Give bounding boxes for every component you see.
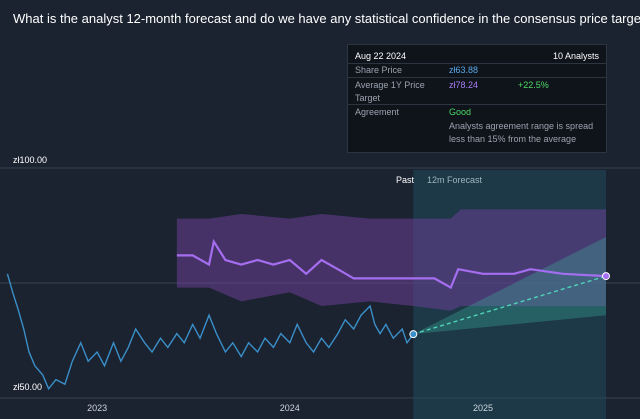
past-label: Past	[396, 175, 415, 185]
y-tick-label-top: zł100.00	[13, 155, 48, 165]
tooltip-divider	[348, 104, 606, 105]
page-question: What is the analyst 12-month forecast an…	[13, 11, 640, 26]
tooltip-date: Aug 22 2024	[355, 51, 407, 61]
share-price-label: Share Price	[355, 65, 403, 75]
target-end-marker	[602, 272, 610, 281]
markers-layer	[409, 272, 610, 339]
avg-target-value: zł78.24	[449, 80, 479, 90]
agreement-description-line1: Analysts agreement range is spread	[449, 121, 594, 131]
x-tick-label-2024: 2024	[279, 403, 300, 413]
forecast-cone-layer	[413, 237, 606, 335]
share-price-value: zł63.88	[449, 65, 479, 75]
x-tick-label-2023: 2023	[87, 403, 108, 413]
projection-dashed-line	[413, 275, 607, 335]
avg-target-change: +22.5%	[518, 80, 549, 90]
y-tick-label-bottom: zł50.00	[13, 382, 43, 392]
target-band-layer	[176, 209, 606, 311]
target-range-band	[176, 209, 606, 311]
price-target-line	[176, 238, 607, 290]
tooltip-panel: Aug 22 2024 10 Analysts Share Price zł63…	[347, 44, 607, 153]
share-price-line	[6, 273, 414, 391]
forecast-cone	[413, 237, 606, 335]
tooltip-analyst-count: 10 Analysts	[552, 51, 599, 61]
avg-target-label: Average 1Y Price	[355, 80, 425, 90]
agreement-label: Agreement	[355, 107, 400, 117]
current-price-marker	[409, 330, 418, 339]
forecast-label: 12m Forecast	[427, 175, 483, 185]
agreement-value: Good	[449, 107, 472, 117]
series-lines-layer	[6, 238, 607, 391]
tooltip-divider	[348, 77, 606, 78]
x-tick-label-2025: 2025	[472, 403, 494, 413]
avg-target-label-cont: Target	[355, 93, 381, 103]
agreement-description-line2: less than 15% from the average	[449, 134, 577, 144]
tooltip-divider	[348, 63, 606, 64]
